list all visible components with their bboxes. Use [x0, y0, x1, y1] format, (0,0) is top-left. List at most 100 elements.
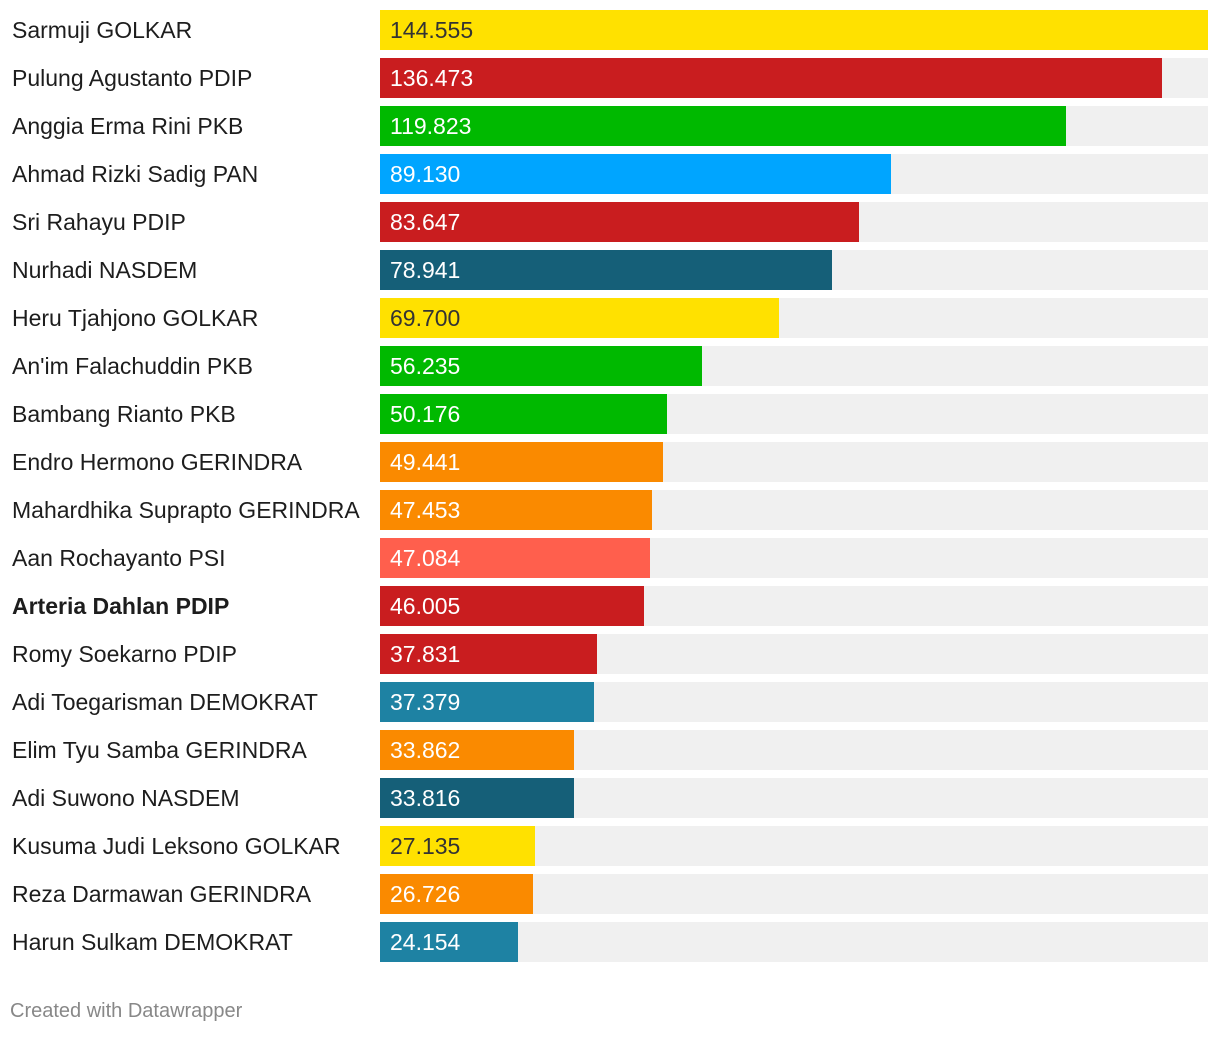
bar-value-label: 56.235 [390, 353, 461, 379]
bar-row: Romy Soekarno PDIP 37.831 [0, 634, 1220, 674]
category-label: Kusuma Judi Leksono GOLKAR [12, 833, 341, 859]
category-label: Heru Tjahjono GOLKAR [12, 305, 259, 331]
bar-row: Sri Rahayu PDIP 83.647 [0, 202, 1220, 242]
bar-row: Nurhadi NASDEM 78.941 [0, 250, 1220, 290]
bar [380, 922, 518, 962]
bar [380, 490, 652, 530]
bar-row: An'im Falachuddin PKB 56.235 [0, 346, 1220, 386]
bar-row: Reza Darmawan GERINDRA 26.726 [0, 874, 1220, 914]
bar-value-label: 37.831 [390, 641, 461, 667]
bar [380, 202, 859, 242]
category-label: Ahmad Rizki Sadig PAN [12, 161, 259, 187]
footer-credit: Created with Datawrapper [10, 1000, 243, 1022]
category-label: Elim Tyu Samba GERINDRA [12, 737, 307, 763]
bar-value-label: 33.862 [390, 737, 461, 763]
category-label: Mahardhika Suprapto GERINDRA [12, 497, 360, 523]
bar-row: Sarmuji GOLKAR 144.555 [0, 10, 1220, 50]
bar-row: Arteria Dahlan PDIP 46.005 [0, 586, 1220, 626]
category-label: Arteria Dahlan PDIP [12, 593, 230, 619]
bar-track: 37.379 [380, 682, 1208, 722]
bar-row: Adi Suwono NASDEM 33.816 [0, 778, 1220, 818]
bar-value-label: 26.726 [390, 881, 461, 907]
bar [380, 730, 574, 770]
bar [380, 682, 594, 722]
bar-value-label: 27.135 [390, 833, 461, 859]
bar-row: Harun Sulkam DEMOKRAT 24.154 [0, 922, 1220, 962]
bar-value-label: 24.154 [390, 929, 461, 955]
bar-track: 69.700 [380, 298, 1208, 338]
bar-value-label: 49.441 [390, 449, 461, 475]
bar-track: 50.176 [380, 394, 1208, 434]
bar-value-label: 136.473 [390, 65, 474, 91]
bar-track: 26.726 [380, 874, 1208, 914]
bar-row: Kusuma Judi Leksono GOLKAR 27.135 [0, 826, 1220, 866]
bar [380, 58, 1162, 98]
bar-track: 37.831 [380, 634, 1208, 674]
bar-track: 27.135 [380, 826, 1208, 866]
bar-value-label: 46.005 [390, 593, 461, 619]
bar-track: 119.823 [380, 106, 1208, 146]
category-label: Aan Rochayanto PSI [12, 545, 226, 571]
bar-track: 33.816 [380, 778, 1208, 818]
bar [380, 538, 650, 578]
category-label: Pulung Agustanto PDIP [12, 65, 253, 91]
bar-track: 89.130 [380, 154, 1208, 194]
bar-track: 49.441 [380, 442, 1208, 482]
bar [380, 826, 535, 866]
bar-row: Pulung Agustanto PDIP 136.473 [0, 58, 1220, 98]
bar [380, 634, 597, 674]
category-label: Anggia Erma Rini PKB [12, 113, 244, 139]
bar-row: Ahmad Rizki Sadig PAN 89.130 [0, 154, 1220, 194]
bar-row: Adi Toegarisman DEMOKRAT 37.379 [0, 682, 1220, 722]
bar-track: 56.235 [380, 346, 1208, 386]
bar-row: Heru Tjahjono GOLKAR 69.700 [0, 298, 1220, 338]
bar-value-label: 144.555 [390, 17, 474, 43]
bar [380, 346, 702, 386]
category-label: Sri Rahayu PDIP [12, 209, 186, 235]
bar [380, 586, 644, 626]
bar-value-label: 89.130 [390, 161, 461, 187]
bar [380, 874, 533, 914]
bar [380, 298, 779, 338]
bar-value-label: 47.084 [390, 545, 461, 571]
category-label: Endro Hermono GERINDRA [12, 449, 303, 475]
bar [380, 250, 832, 290]
bar-value-label: 33.816 [390, 785, 461, 811]
bar-track: 47.453 [380, 490, 1208, 530]
bar-row: Aan Rochayanto PSI 47.084 [0, 538, 1220, 578]
bar-value-label: 78.941 [390, 257, 461, 283]
bar [380, 778, 574, 818]
bar-track: 83.647 [380, 202, 1208, 242]
category-label: Bambang Rianto PKB [12, 401, 236, 427]
bar-row: Anggia Erma Rini PKB 119.823 [0, 106, 1220, 146]
category-label: Adi Toegarisman DEMOKRAT [12, 689, 318, 715]
bar-row: Bambang Rianto PKB 50.176 [0, 394, 1220, 434]
bar-track: 46.005 [380, 586, 1208, 626]
bar-value-label: 69.700 [390, 305, 461, 331]
bar-row: Endro Hermono GERINDRA 49.441 [0, 442, 1220, 482]
bar-value-label: 119.823 [390, 113, 472, 139]
category-label: Nurhadi NASDEM [12, 257, 198, 283]
bar-track: 144.555 [380, 10, 1208, 50]
category-label: An'im Falachuddin PKB [12, 353, 253, 379]
bar-row: Mahardhika Suprapto GERINDRA 47.453 [0, 490, 1220, 530]
category-label: Romy Soekarno PDIP [12, 641, 237, 667]
bar [380, 154, 891, 194]
bar-chart: Sarmuji GOLKAR 144.555 Pulung Agustanto PD… [0, 10, 1220, 962]
bar-value-label: 50.176 [390, 401, 461, 427]
category-label: Sarmuji GOLKAR [12, 17, 193, 43]
category-label: Harun Sulkam DEMOKRAT [12, 929, 293, 955]
bar-value-label: 47.453 [390, 497, 461, 523]
bar [380, 106, 1066, 146]
bar-track: 24.154 [380, 922, 1208, 962]
bar-track: 47.084 [380, 538, 1208, 578]
bar [380, 442, 663, 482]
bar [380, 10, 1208, 50]
bar-track: 78.941 [380, 250, 1208, 290]
bar-value-label: 83.647 [390, 209, 461, 235]
category-label: Reza Darmawan GERINDRA [12, 881, 312, 907]
bar-value-label: 37.379 [390, 689, 461, 715]
bar [380, 394, 667, 434]
bar-track: 136.473 [380, 58, 1208, 98]
bar-row: Elim Tyu Samba GERINDRA 33.862 [0, 730, 1220, 770]
